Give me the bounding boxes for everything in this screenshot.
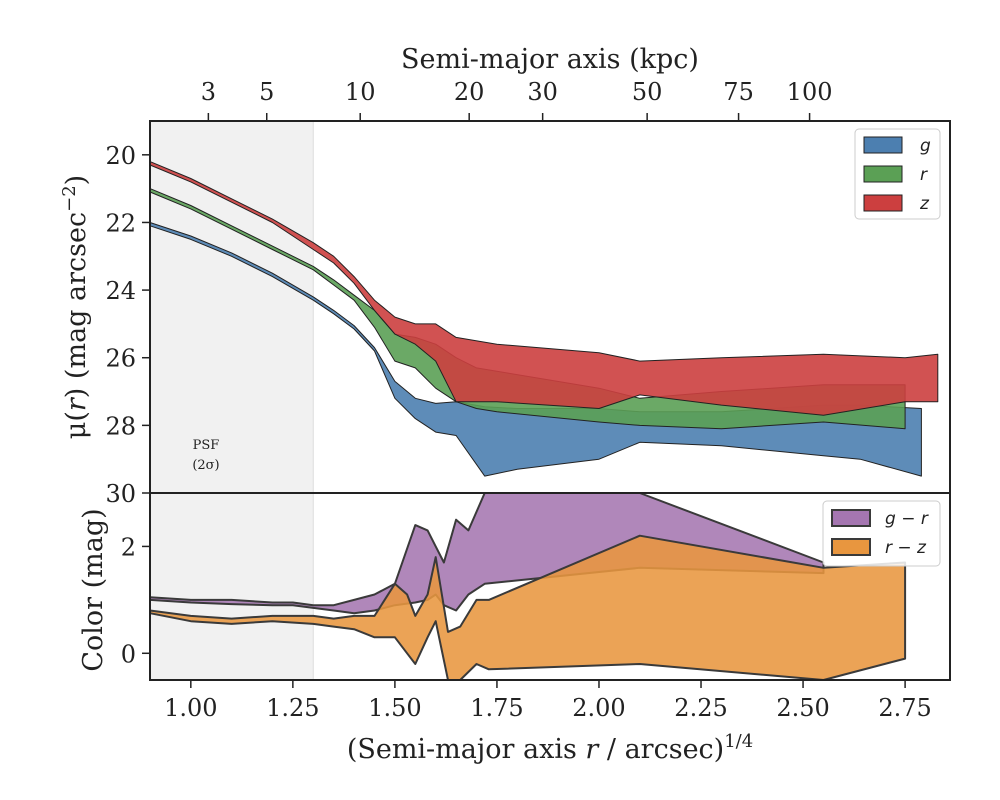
psf-label-line2: (2σ) [192, 458, 219, 473]
legend-swatch-z [863, 194, 903, 212]
legend-label-r: r [920, 165, 928, 185]
legend-swatch-g-r [831, 509, 871, 527]
bottom-x-tick-label: 1.25 [266, 694, 319, 722]
bottom-x-tick-label: 2.50 [776, 694, 829, 722]
top-axis-ticks: 3 5 10 20 30 50 75 100 [201, 78, 833, 121]
bottom-panel: 1.00 1.25 1.50 1.75 2.00 2.25 2.50 2.75 02 Colo… [78, 492, 951, 765]
legend-label-g-r: g − r [885, 509, 929, 529]
top-y-axis-label: μ(r) (mag arcsec−2) [59, 175, 92, 439]
top-axis-label: Semi-major axis (kpc) [401, 44, 699, 75]
top-axis-tick-label: 75 [723, 78, 754, 106]
bottom-series-band-1 [149, 534, 907, 681]
psf-band-bottom [149, 492, 314, 681]
top-axis-tick-label: 3 [201, 78, 216, 106]
top-axis-tick-label: 10 [345, 78, 376, 106]
bottom-x-tick-label: 2.75 [878, 694, 931, 722]
bottom-x-tick-label: 1.00 [164, 694, 217, 722]
bottom-x-ticks: 1.00 1.25 1.50 1.75 2.00 2.25 2.50 2.75 [164, 680, 932, 722]
top-axis-tick-label: 30 [527, 78, 558, 106]
bottom-x-tick-label: 1.50 [368, 694, 421, 722]
top-series-group [149, 161, 939, 477]
bottom-x-tick-label: 1.75 [470, 694, 523, 722]
psf-band [149, 120, 314, 494]
top-series-band-z [149, 161, 939, 416]
bottom-legend: g − r r − z [822, 500, 941, 567]
bottom-y-axis-label: Color (mag) [78, 508, 109, 671]
bottom-y-tick-label: 0 [121, 640, 136, 668]
legend-swatch-r [863, 165, 903, 183]
bottom-y-ticks: 02 [121, 533, 150, 668]
top-axis-tick-label: 20 [454, 78, 485, 106]
legend-swatch-r-z [831, 538, 871, 556]
top-y-tick-label: 20 [105, 142, 136, 170]
top-y-tick-label: 28 [105, 412, 136, 440]
bottom-x-axis-label: (Semi-major axis r / arcsec)1/4 [347, 731, 753, 765]
top-axis-tick-label: 5 [259, 78, 274, 106]
top-legend: g r z [854, 128, 941, 220]
top-axis-tick-label: 50 [632, 78, 663, 106]
legend-label-g: g [920, 136, 931, 156]
top-axis-tick-label: 100 [787, 78, 833, 106]
legend-swatch-g [863, 136, 903, 154]
legend-label-z: z [919, 194, 930, 214]
bottom-x-tick-label: 2.00 [572, 694, 625, 722]
bottom-x-tick-label: 2.25 [674, 694, 727, 722]
bottom-y-tick-label: 2 [121, 533, 136, 561]
bottom-panel-frame [149, 492, 951, 681]
top-y-tick-label: 26 [105, 345, 136, 373]
top-panel: 3 5 10 20 30 50 75 100 20 22 24 26 28 30 Semi-major … [59, 44, 951, 508]
top-y-tick-label: 24 [105, 277, 136, 305]
bottom-series-group [149, 492, 907, 681]
top-y-tick-label: 22 [105, 209, 136, 237]
top-y-tick-label: 30 [105, 480, 136, 508]
psf-label-line1: PSF [193, 438, 220, 453]
legend-label-r-z: r − z [885, 538, 927, 558]
top-y-ticks: 20 22 24 26 28 30 [105, 142, 150, 508]
